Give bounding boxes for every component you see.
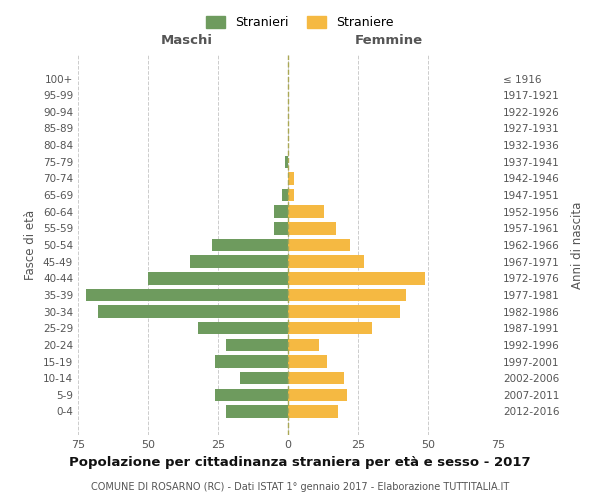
Bar [274,206,288,218]
Bar [199,322,288,334]
Bar [288,239,350,251]
Bar [288,306,400,318]
Bar [283,189,288,202]
Text: COMUNE DI ROSARNO (RC) - Dati ISTAT 1° gennaio 2017 - Elaborazione TUTTITALIA.IT: COMUNE DI ROSARNO (RC) - Dati ISTAT 1° g… [91,482,509,492]
Bar [288,388,347,401]
Bar [190,256,288,268]
Bar [288,222,335,234]
Bar [285,156,288,168]
Bar [288,288,406,301]
Text: Femmine: Femmine [355,34,423,48]
Bar [215,356,288,368]
Bar [226,338,288,351]
Bar [241,372,288,384]
Bar [86,288,288,301]
Bar [288,272,425,284]
Bar [288,372,344,384]
Bar [98,306,288,318]
Bar [212,239,288,251]
Bar [288,405,338,417]
Bar [288,172,293,184]
Bar [288,356,327,368]
Legend: Stranieri, Straniere: Stranieri, Straniere [202,11,398,34]
Y-axis label: Anni di nascita: Anni di nascita [571,202,584,288]
Bar [274,222,288,234]
Bar [148,272,288,284]
Bar [288,189,293,202]
Bar [288,256,364,268]
Bar [288,206,325,218]
Text: Maschi: Maschi [161,34,213,48]
Bar [226,405,288,417]
Bar [288,338,319,351]
Bar [215,388,288,401]
Text: Popolazione per cittadinanza straniera per età e sesso - 2017: Popolazione per cittadinanza straniera p… [69,456,531,469]
Bar [288,322,372,334]
Y-axis label: Fasce di età: Fasce di età [25,210,37,280]
